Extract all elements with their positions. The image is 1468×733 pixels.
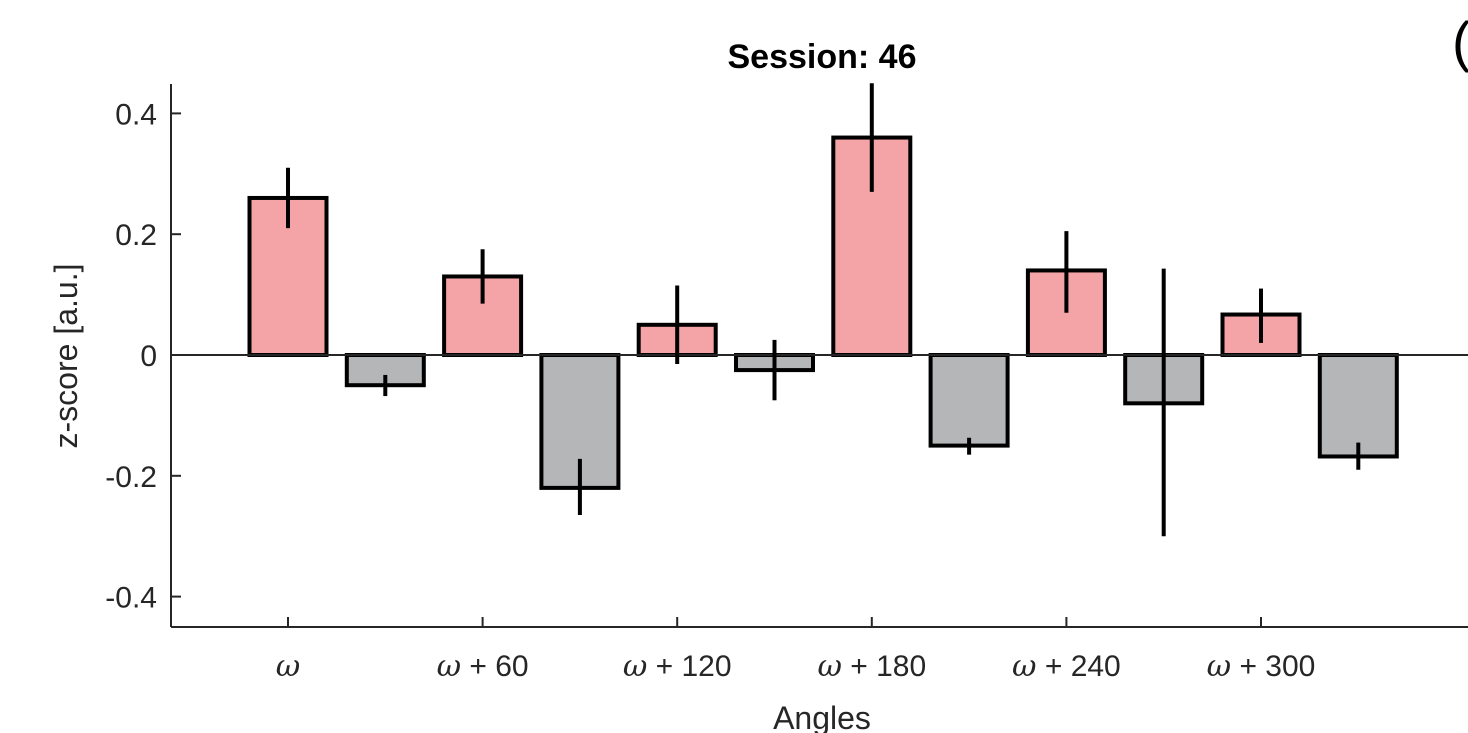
bar-pink: [247, 195, 329, 357]
x-tick-label: ω + 60: [437, 649, 529, 684]
chart-title: Session: 46: [728, 38, 917, 76]
y-tick-label: 0.2: [115, 219, 157, 252]
bar-gray: [1317, 353, 1399, 459]
x-tick-label: ω + 120: [623, 649, 732, 684]
x-tick-label: ω + 180: [817, 649, 926, 684]
y-axis-label: z-score [a.u.]: [48, 264, 84, 449]
panel-label-fragment: (: [1452, 14, 1468, 70]
x-tick-label: ω + 240: [1012, 649, 1121, 684]
y-tick-label: 0: [140, 340, 157, 373]
y-tick-label: -0.2: [105, 461, 157, 494]
y-tick-label: 0.4: [115, 98, 157, 131]
x-tick-label: ω + 300: [1207, 649, 1316, 684]
bar-gray: [928, 353, 1010, 448]
x-tick-label: ω: [276, 649, 300, 684]
y-tick-label: -0.4: [105, 582, 157, 615]
x-axis-label: Angles: [773, 700, 871, 733]
